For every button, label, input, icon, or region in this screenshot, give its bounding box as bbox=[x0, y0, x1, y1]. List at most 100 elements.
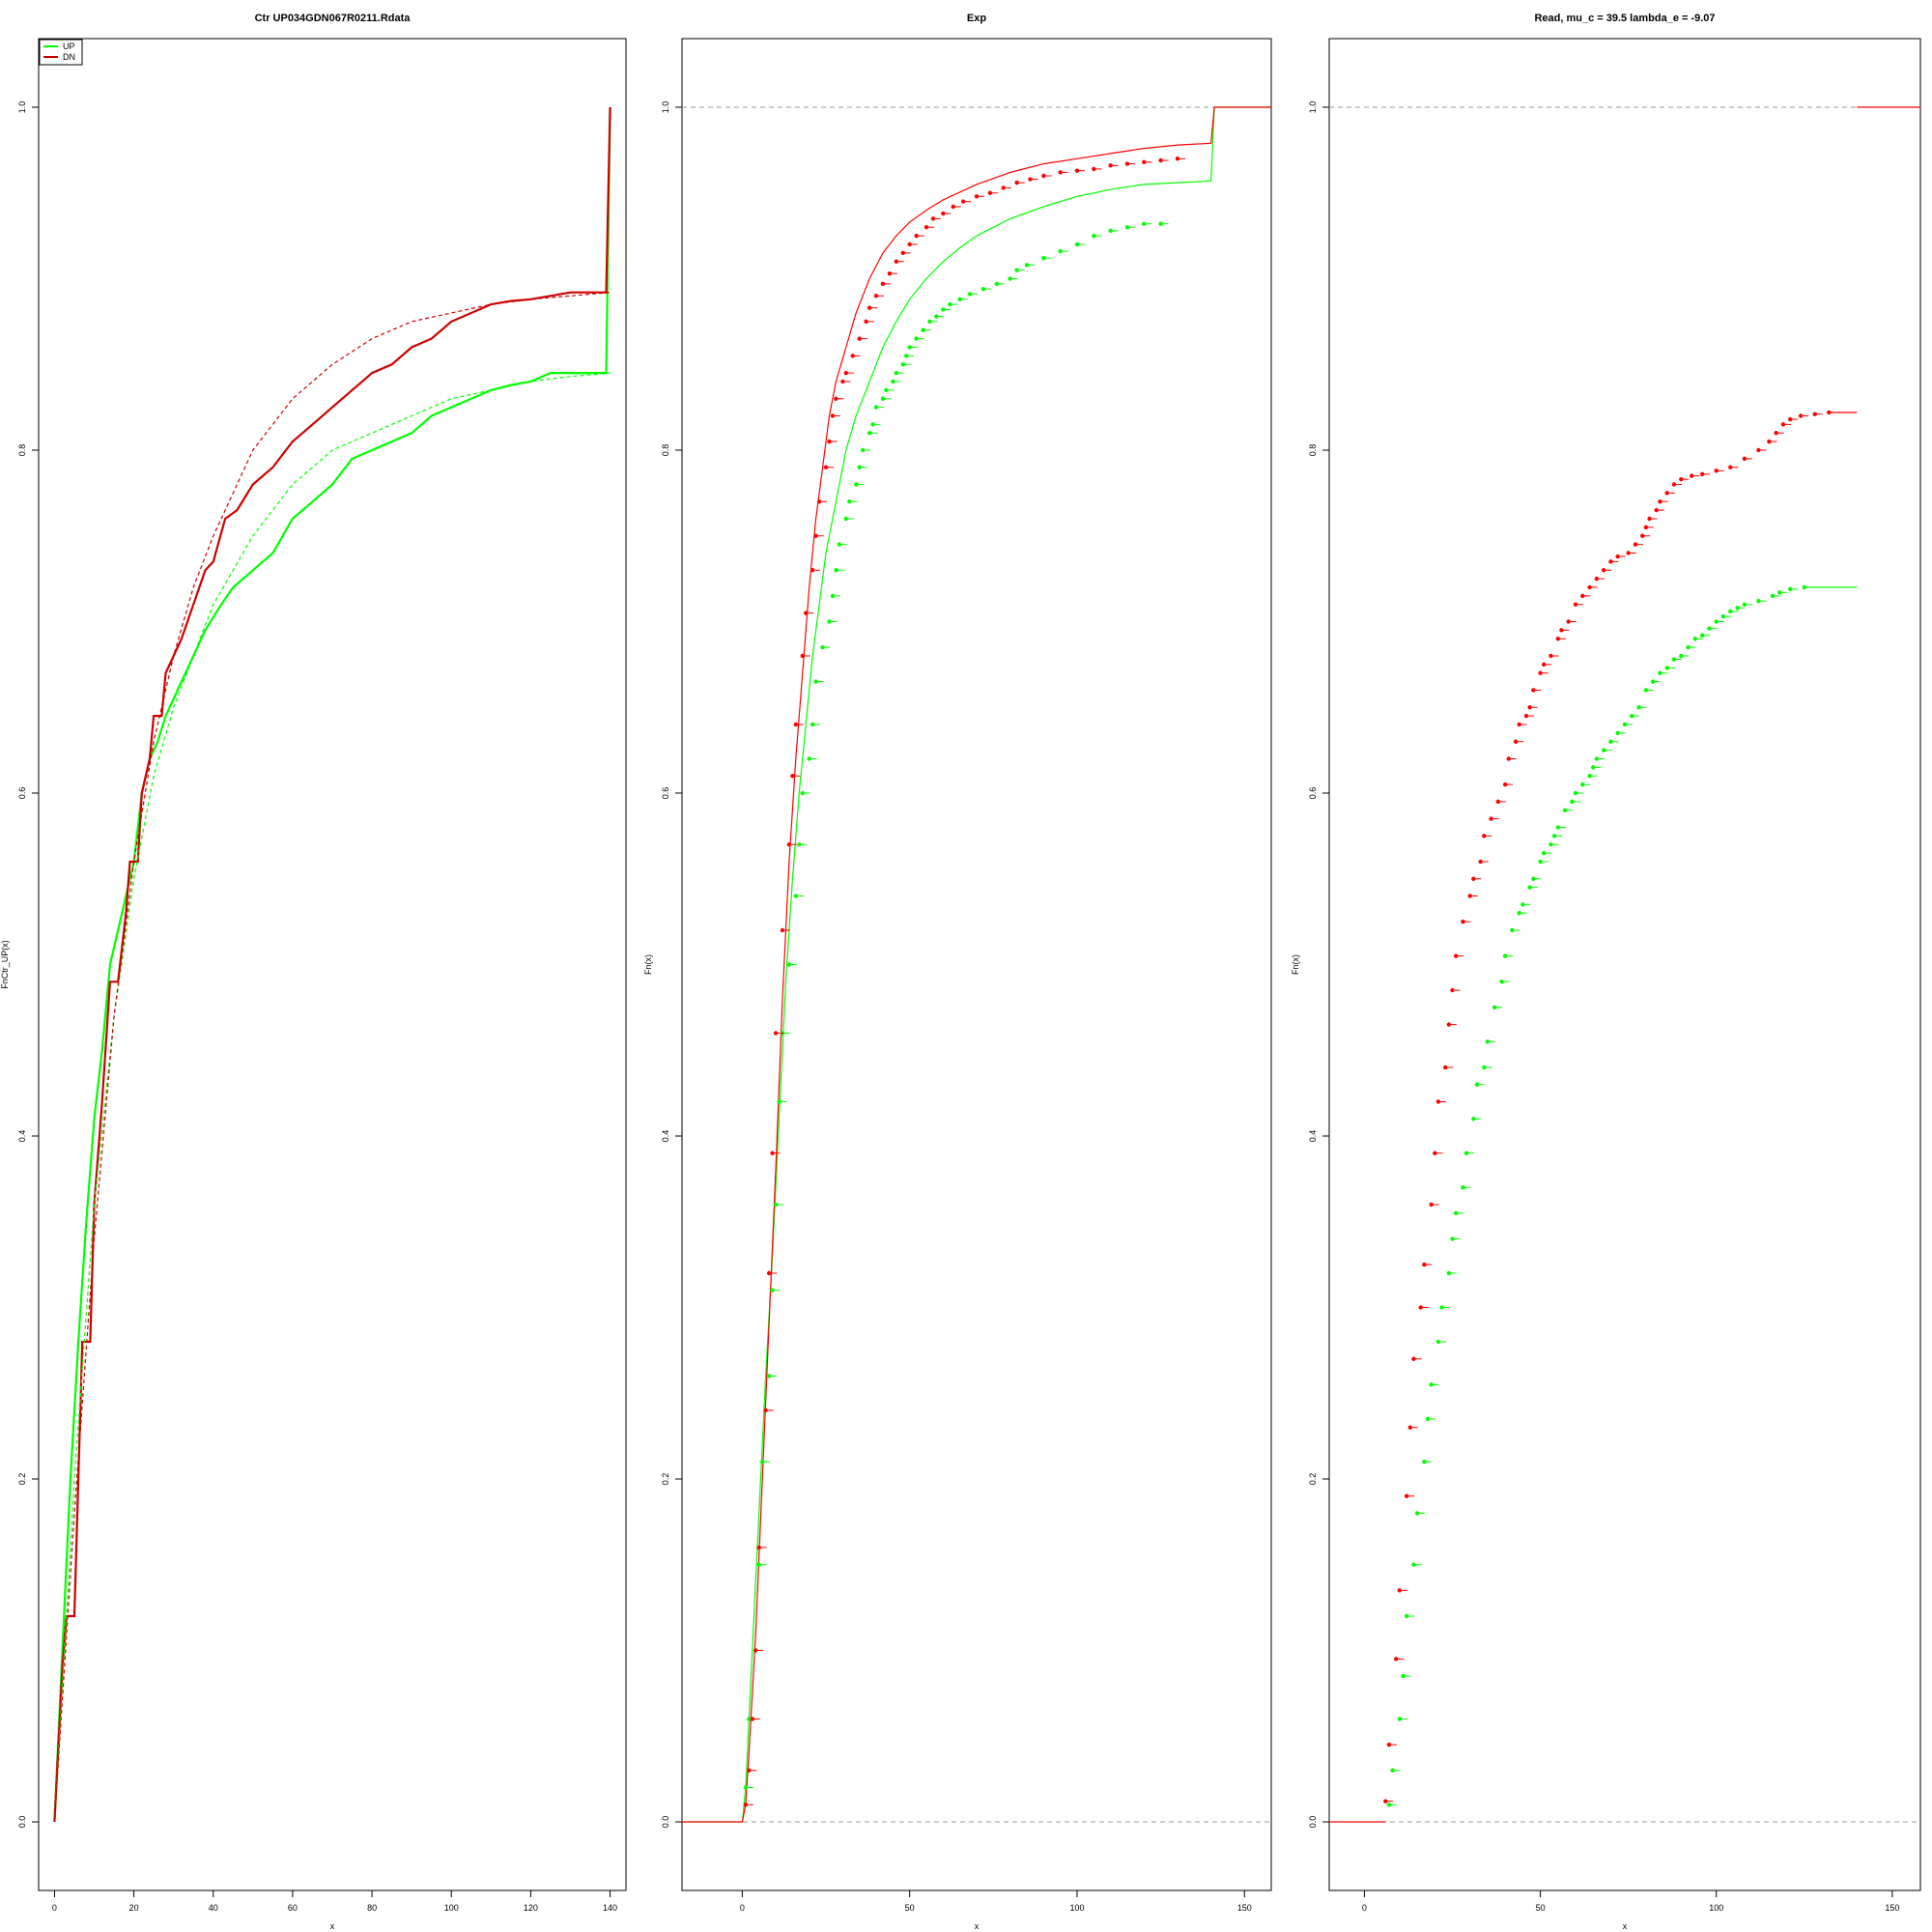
data-point-up-ecdf bbox=[1482, 1065, 1487, 1070]
data-point-dn-ecdf bbox=[1435, 1099, 1441, 1104]
data-point-dn-ecdf bbox=[1443, 1065, 1448, 1070]
y-tick-label: 0.4 bbox=[17, 1130, 27, 1143]
x-tick-label: 40 bbox=[209, 1903, 218, 1913]
data-point-up-ecdf bbox=[1510, 927, 1515, 933]
data-point-up-ecdf bbox=[1548, 842, 1553, 847]
data-point-dn-ecdf bbox=[923, 225, 929, 230]
data-point-up-ecdf bbox=[1517, 911, 1521, 916]
data-point-up-ecdf bbox=[770, 1288, 775, 1293]
data-point-dn-ecdf bbox=[1608, 559, 1613, 564]
data-point-dn-ecdf bbox=[1478, 859, 1483, 865]
data-point-dn-ecdf bbox=[770, 1151, 775, 1155]
data-point-up-ecdf bbox=[1463, 1151, 1469, 1155]
data-point-dn-ecdf bbox=[1714, 469, 1719, 473]
data-point-dn-ecdf bbox=[766, 1270, 772, 1276]
data-point-dn-ecdf bbox=[1542, 662, 1547, 668]
data-point-dn-ecdf bbox=[763, 1407, 768, 1413]
series-line-dn-model bbox=[682, 106, 1271, 1823]
data-point-dn-ecdf bbox=[813, 533, 818, 538]
data-point-up-ecdf bbox=[747, 1717, 752, 1721]
data-point-dn-ecdf bbox=[1742, 456, 1747, 462]
data-point-dn-ecdf bbox=[1559, 628, 1564, 633]
data-point-dn-ecdf bbox=[1158, 157, 1163, 163]
data-point-dn-ecdf bbox=[1679, 476, 1684, 482]
data-point-dn-ecdf bbox=[1798, 413, 1804, 418]
data-point-dn-ecdf bbox=[1573, 602, 1578, 607]
x-tick-label: 150 bbox=[1885, 1903, 1899, 1913]
data-point-up-ecdf bbox=[1615, 730, 1620, 736]
data-point-up-ecdf bbox=[1142, 221, 1147, 226]
data-point-up-ecdf bbox=[1411, 1562, 1416, 1567]
data-point-dn-ecdf bbox=[1812, 412, 1817, 416]
y-tick-label: 0.2 bbox=[1308, 1473, 1318, 1486]
data-point-up-ecdf bbox=[1650, 679, 1656, 684]
data-point-up-ecdf bbox=[1594, 756, 1600, 761]
data-point-up-ecdf bbox=[1520, 902, 1525, 907]
data-point-up-ecdf bbox=[1499, 980, 1504, 984]
x-tick-label: 0 bbox=[740, 1903, 745, 1913]
data-point-up-ecdf bbox=[884, 387, 889, 393]
data-point-dn-ecdf bbox=[1001, 185, 1006, 190]
data-point-up-ecdf bbox=[880, 396, 886, 401]
data-point-up-ecdf bbox=[1686, 644, 1690, 650]
data-point-up-ecdf bbox=[1429, 1382, 1434, 1387]
data-point-up-ecdf bbox=[1425, 1416, 1431, 1422]
data-point-dn-ecdf bbox=[1467, 894, 1472, 898]
x-tick-label: 100 bbox=[1709, 1903, 1723, 1913]
data-point-dn-ecdf bbox=[1502, 781, 1508, 787]
data-point-up-ecdf bbox=[873, 405, 879, 410]
data-point-dn-ecdf bbox=[1394, 1657, 1399, 1662]
x-tick-label: 150 bbox=[1237, 1903, 1252, 1913]
data-point-up-ecdf bbox=[807, 756, 811, 761]
data-point-dn-ecdf bbox=[894, 259, 899, 264]
data-point-dn-ecdf bbox=[1014, 180, 1019, 185]
data-point-up-ecdf bbox=[1608, 739, 1613, 744]
data-point-up-ecdf bbox=[1601, 748, 1606, 753]
data-point-dn-ecdf bbox=[1446, 1022, 1452, 1027]
data-point-up-ecdf bbox=[980, 286, 986, 292]
data-point-dn-ecdf bbox=[974, 194, 980, 199]
data-point-up-ecdf bbox=[1587, 774, 1592, 779]
data-point-dn-ecdf bbox=[1461, 919, 1465, 924]
data-point-up-ecdf bbox=[800, 790, 805, 796]
series-line-up-fit bbox=[53, 372, 611, 1823]
data-point-dn-ecdf bbox=[1827, 410, 1832, 415]
data-point-dn-ecdf bbox=[1453, 953, 1459, 958]
data-point-dn-ecdf bbox=[960, 199, 966, 204]
data-point-dn-ecdf bbox=[747, 1768, 752, 1773]
data-point-dn-ecdf bbox=[827, 439, 832, 444]
data-point-up-ecdf bbox=[870, 422, 875, 427]
data-point-up-ecdf bbox=[837, 542, 842, 547]
data-point-up-ecdf bbox=[1014, 268, 1019, 272]
data-point-up-ecdf bbox=[1446, 1270, 1452, 1276]
data-point-dn-ecdf bbox=[1580, 593, 1585, 599]
data-point-dn-ecdf bbox=[834, 396, 838, 401]
data-point-dn-ecdf bbox=[1756, 447, 1761, 453]
data-point-up-ecdf bbox=[1390, 1768, 1395, 1773]
y-tick-label: 1.0 bbox=[1308, 101, 1318, 114]
data-point-up-ecdf bbox=[1124, 225, 1130, 230]
data-point-up-ecdf bbox=[1401, 1673, 1406, 1679]
data-point-up-ecdf bbox=[1802, 584, 1806, 590]
data-point-up-ecdf bbox=[1692, 637, 1698, 641]
data-point-up-ecdf bbox=[1453, 1210, 1459, 1216]
plot-frame bbox=[681, 38, 1272, 1891]
data-point-dn-ecdf bbox=[1411, 1356, 1416, 1361]
data-point-dn-ecdf bbox=[1658, 499, 1662, 504]
x-axis-label: x bbox=[330, 1921, 335, 1931]
y-tick-label: 0.6 bbox=[1308, 787, 1318, 800]
data-point-up-ecdf bbox=[1531, 876, 1536, 881]
data-point-dn-ecdf bbox=[1728, 465, 1733, 469]
data-point-dn-ecdf bbox=[887, 270, 893, 276]
data-point-dn-ecdf bbox=[1664, 491, 1669, 496]
data-point-up-ecdf bbox=[1630, 713, 1634, 719]
series-line-up bbox=[53, 106, 611, 1823]
data-point-up-ecdf bbox=[810, 722, 815, 727]
plot-frame bbox=[38, 38, 627, 1891]
data-point-dn-ecdf bbox=[1555, 637, 1560, 641]
data-point-up-ecdf bbox=[1570, 799, 1575, 805]
y-axis-label: Fn(x) bbox=[643, 954, 653, 975]
data-point-dn-ecdf bbox=[880, 281, 886, 287]
legend-label: UP bbox=[63, 42, 75, 51]
data-point-dn-ecdf bbox=[1601, 568, 1606, 573]
